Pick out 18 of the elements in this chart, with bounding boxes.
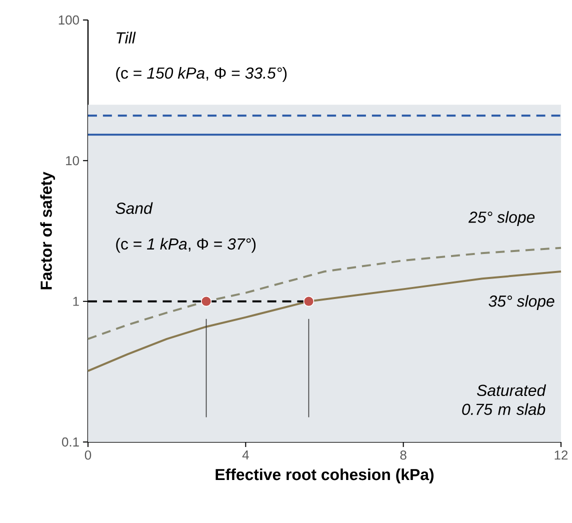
annotation: (c = 1 kPa, Φ = 37°) — [116, 238, 256, 253]
series-label: 35° slope — [488, 295, 554, 310]
y-axis-title: Factor of safety — [40, 172, 56, 290]
annotation: Sand — [116, 202, 153, 214]
y-tick-label: 1 — [73, 296, 79, 306]
annotation: Saturated 0.75 m slab — [462, 384, 546, 415]
x-tick-label: 4 — [242, 450, 249, 460]
series-label: 25° slope — [468, 211, 535, 226]
annotation: Till — [116, 32, 136, 44]
y-tick-label: 0.1 — [62, 437, 79, 447]
x-axis-title: Effective root cohesion (kPa) — [216, 468, 434, 484]
y-tick-label: 10 — [66, 156, 79, 166]
x-tick-label: 8 — [400, 450, 406, 460]
x-tick-label: 12 — [554, 450, 568, 460]
line-series — [87, 270, 562, 372]
y-tick-label: 100 — [58, 15, 79, 25]
x-tick-label: 0 — [84, 450, 92, 460]
annotation: (c = 150 kPa, Φ = 33.5°) — [116, 67, 287, 82]
